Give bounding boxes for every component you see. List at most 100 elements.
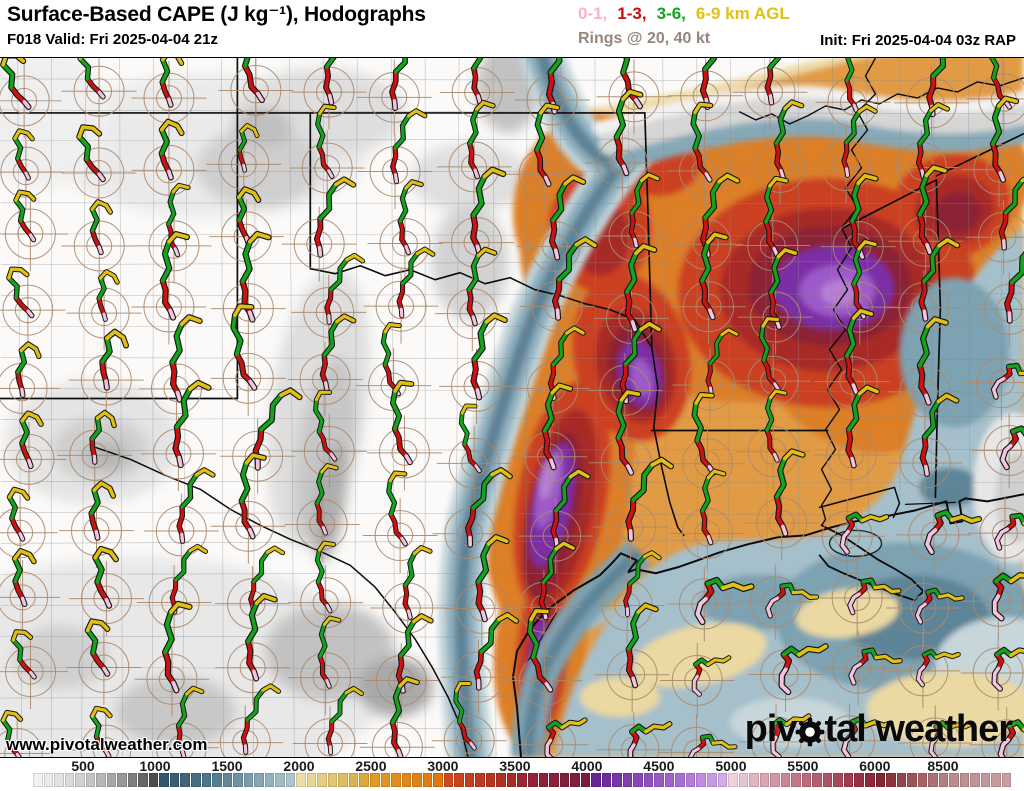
hodograph-trace	[323, 58, 359, 106]
hodograph-trace	[705, 327, 739, 397]
hodograph-trace	[1004, 239, 1024, 324]
hodograph-trace	[544, 717, 588, 757]
hodograph-trace	[319, 313, 357, 393]
hodograph-trace	[470, 312, 508, 401]
colorbar-cell	[654, 773, 664, 787]
hodograph-trace	[548, 174, 587, 261]
hodograph-trace	[623, 550, 662, 618]
hodograph-trace	[687, 733, 738, 757]
cape-hodograph-map	[0, 58, 1024, 757]
colorbar-cell	[664, 773, 675, 787]
colorbar-cell	[854, 773, 864, 787]
colorbar-tick: 5500	[787, 758, 819, 774]
colorbar-cell	[348, 773, 359, 787]
colorbar-cell	[538, 773, 549, 787]
colorbar-cell	[970, 773, 980, 787]
legend-item: 0-1,	[578, 4, 608, 23]
colorbar-cell	[717, 773, 728, 787]
hodograph-trace	[396, 246, 436, 319]
hodograph-trace	[690, 101, 714, 183]
hodograph-trace	[0, 709, 24, 757]
hodograph-trace	[317, 615, 342, 689]
hodograph-trace	[764, 58, 804, 106]
colorbar-tick: 500	[71, 758, 95, 774]
colorbar-cell	[85, 773, 96, 787]
colorbar-cell	[801, 773, 812, 787]
colorbar-cell	[907, 773, 917, 787]
colorbar-cell	[169, 773, 180, 787]
hodograph-trace	[758, 316, 781, 393]
colorbar-tick: 8500	[927, 758, 959, 774]
colorbar-tick-labels: 500 1000 1500 2000 2500 3000 3500 4000 4500 5000 5…	[33, 758, 1012, 774]
hodograph-trace	[470, 58, 502, 106]
cape-colorbar: 500 1000 1500 2000 2500 3000 3500 4000 4500 5000 5…	[0, 757, 1024, 791]
hodograph-trace	[390, 108, 428, 185]
colorbar-cell	[443, 773, 454, 787]
colorbar-cell	[517, 773, 527, 787]
weather-map: www.pivotalweather.com piv tal weather	[0, 57, 1024, 757]
colorbar-cell	[791, 773, 801, 787]
colorbar-cell	[749, 773, 759, 787]
hodograph-trace	[918, 236, 961, 322]
init-time-label: Init: Fri 2025-04-04 03z RAP	[820, 32, 1016, 49]
colorbar-cell	[233, 773, 243, 787]
colorbar-cell	[685, 773, 696, 787]
colorbar-cell	[327, 773, 338, 787]
hodograph-trace	[89, 409, 117, 465]
colorbar-cell	[380, 773, 391, 787]
colorbar-cell	[43, 773, 54, 787]
colorbar-cell	[643, 773, 654, 787]
hodograph-trace	[765, 582, 820, 619]
colorbar-cell	[212, 773, 222, 787]
hodograph-trace	[314, 463, 339, 536]
colorbar-cell	[117, 773, 127, 787]
hodograph-trace	[397, 179, 424, 256]
colorbar-cell	[601, 773, 612, 787]
hodograph-trace	[161, 600, 193, 694]
hodograph-trace	[624, 243, 658, 333]
legend-item: 3-6,	[656, 4, 686, 23]
colorbar-cell	[64, 773, 75, 787]
colorbar-cell	[485, 773, 496, 787]
colorbar-cell	[138, 773, 148, 787]
hodograph-trace	[15, 341, 42, 398]
hodograph-trace	[11, 548, 37, 608]
hodograph-trace	[990, 362, 1024, 400]
colorbar-cell	[96, 773, 106, 787]
colorbar-cell	[285, 773, 296, 787]
colorbar-cell	[570, 773, 580, 787]
hodograph-trace	[628, 172, 661, 249]
colorbar-tick: 4500	[643, 758, 675, 774]
hodograph-trace	[928, 720, 974, 757]
colorbar-tick: 5000	[715, 758, 747, 774]
hodograph-trace	[6, 486, 31, 542]
hodograph-trace	[245, 592, 278, 682]
colorbar-cell	[106, 773, 117, 787]
hodograph-trace	[613, 88, 644, 177]
legend-rings-label: Rings @ 20, 40 kt	[578, 30, 711, 47]
colorbar-cell	[496, 773, 506, 787]
hodograph-trace	[999, 425, 1024, 471]
colorbar-cell	[54, 773, 64, 787]
hodograph-trace	[615, 389, 642, 476]
colorbar-cell	[843, 773, 854, 787]
hodograph-trace	[534, 102, 561, 187]
hodograph-trace	[924, 509, 983, 556]
hodograph-trace	[315, 103, 337, 179]
hodograph-trace	[325, 685, 364, 756]
colorbar-cell	[812, 773, 822, 787]
hodograph-height-legend: 0-1, 1-3, 3-6, 6-9 km AGL	[578, 4, 800, 24]
valid-time-label: F018 Valid: Fri 2025-04-04 21z	[7, 31, 218, 48]
hodograph-trace	[915, 648, 961, 688]
hodograph-trace	[839, 511, 890, 555]
colorbar-cell	[264, 773, 275, 787]
colorbar-cell	[306, 773, 317, 787]
hodograph-trace	[778, 643, 829, 696]
hodograph-trace	[770, 713, 812, 757]
colorbar-cell	[475, 773, 485, 787]
hodograph-trace	[236, 123, 260, 173]
hodograph-trace	[389, 676, 420, 757]
hodograph-trace	[389, 58, 433, 111]
hodograph-trace	[841, 715, 894, 757]
hodograph-trace	[617, 58, 644, 110]
